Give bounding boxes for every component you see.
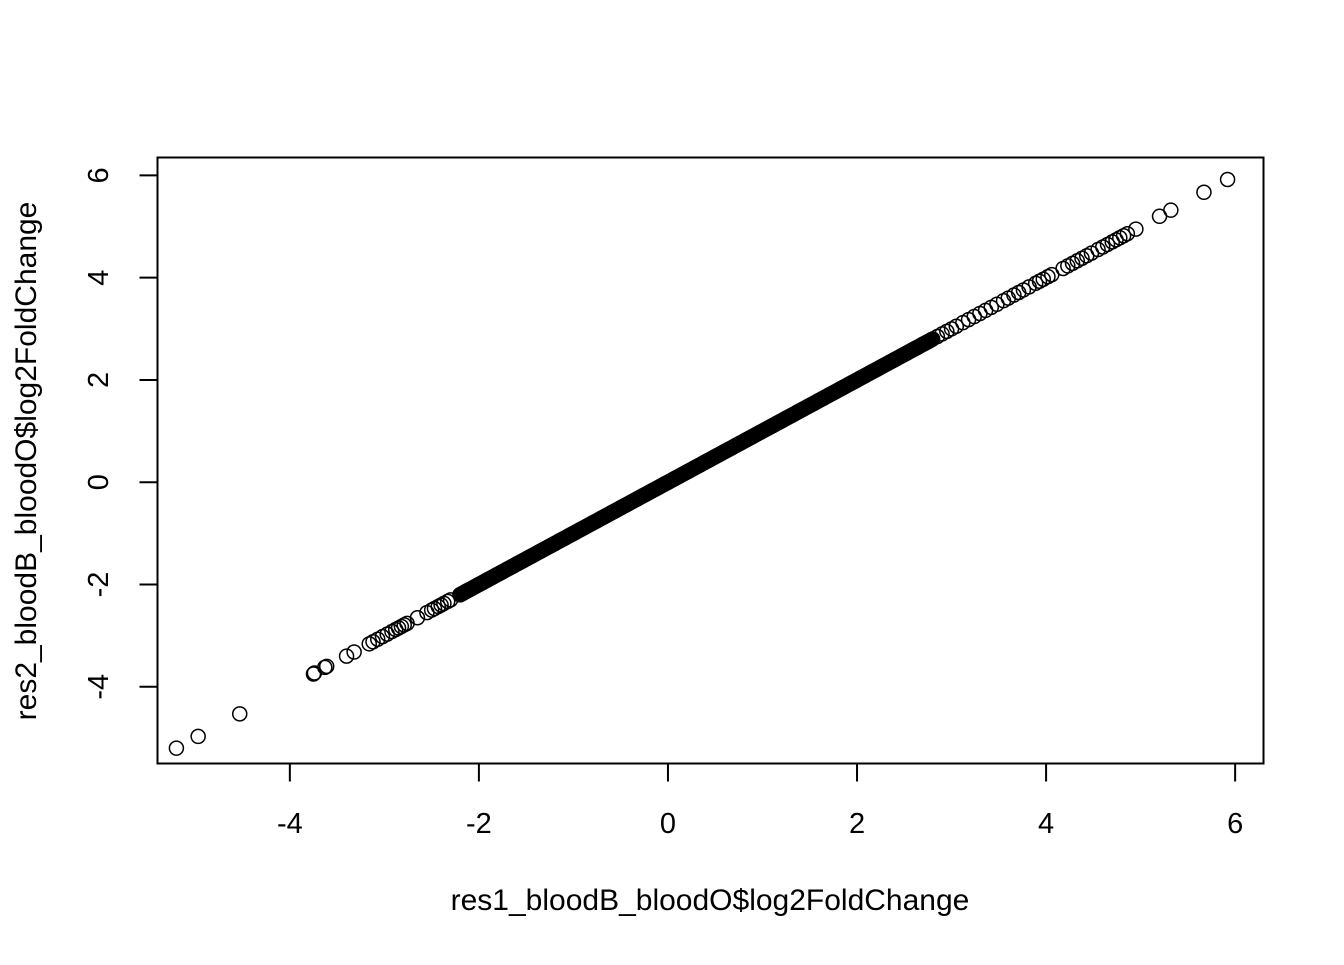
data-point [1112,230,1128,246]
y-tick-label: 2 [83,372,115,388]
data-point [396,617,412,633]
y-axis-label: res2_bloodB_bloodO$log2FoldChange [10,202,43,721]
data-point [361,636,377,652]
data-point [168,740,185,756]
data-point [305,666,322,682]
data-point [1115,227,1132,244]
x-tick-label: 2 [849,808,865,840]
data-point [1031,273,1048,290]
data-point [318,658,335,675]
data-point [190,728,206,745]
points-layer [168,171,1236,756]
data-point [1163,202,1179,218]
data-point [1040,268,1056,285]
data-point [439,593,456,610]
data-point [346,644,362,660]
data-point [1196,184,1212,201]
y-tick-label: 0 [83,474,115,490]
data-point [924,331,941,347]
data-point [409,610,426,626]
y-tick-label: 4 [83,270,115,286]
data-point [338,648,355,664]
data-point [231,706,248,722]
x-tick-label: -4 [277,808,303,840]
y-tick-label: 6 [83,167,115,183]
data-point [1119,225,1136,242]
x-tick-label: -2 [466,808,492,840]
x-tick-label: 4 [1038,808,1054,840]
data-point [1219,171,1236,188]
y-tick-label: -4 [83,674,115,700]
x-axis: -4 -2 0 2 4 6 [277,762,1243,840]
x-tick-label: 0 [660,808,676,840]
x-tick-label: 6 [1227,808,1243,840]
x-axis-label: res1_bloodB_bloodO$log2FoldChange [451,884,970,917]
y-axis: -4 -2 0 2 4 6 [83,167,159,700]
data-point [1027,275,1044,292]
y-tick-label: -2 [83,572,115,598]
data-point [1128,221,1144,237]
